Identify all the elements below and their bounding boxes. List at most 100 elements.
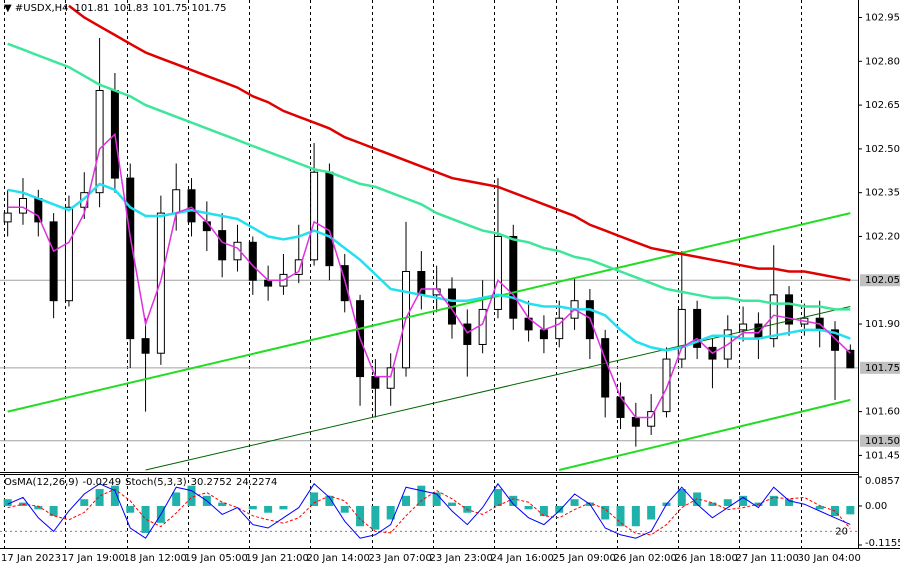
osma-bar [80,499,89,506]
osma-bar [616,505,625,527]
osma-bar [524,505,533,510]
osma-bar [769,495,778,506]
menu-arrow: ▼ [4,3,15,14]
level-box [860,361,900,374]
osma-bar [631,505,640,527]
candle-body [218,230,227,261]
osma-tick-label: 0.0857 [865,476,900,487]
osma-value: -0.0249 [83,477,122,488]
osma-bar [187,485,196,506]
y-tick-label: 102.50 [865,144,900,155]
x-tick-label: 25 Jan 09:00 [553,553,616,564]
candle-body [264,279,273,287]
candle-body [417,270,426,296]
candle-body [34,198,43,223]
last-high: 101.83 [114,3,149,14]
stoch-main [7,482,851,539]
y-tick-label: 102.20 [865,231,900,242]
osma-bar [647,505,656,520]
osma-bar [509,495,518,506]
candle-body [141,338,150,354]
osma-bar [539,505,548,517]
trendline [7,212,851,413]
candle-body [248,241,257,281]
osma-bar [386,505,395,520]
osma-bar [325,495,334,506]
osma-bar [126,505,135,513]
stoch-signal [7,488,851,536]
last-close: 101.75 [192,3,227,14]
candle-body [49,221,58,302]
candle-body [126,177,135,340]
candle-body [478,308,487,345]
candle-body [325,171,334,267]
candle-body [294,259,303,275]
candle-body [662,358,671,413]
osma-bar [677,489,686,506]
osma-bar [172,492,181,506]
level-label: 102.05 [865,275,900,286]
candle-body [18,198,27,214]
candle-body [785,294,794,325]
last-low: 101.75 [153,3,188,14]
candle-body [95,89,104,194]
x-tick-label: 24 Jan 16:00 [491,553,554,564]
candle-body [647,411,656,427]
moving-average [7,132,851,419]
candle-body [539,329,548,340]
osma-bar [110,485,119,506]
level-label: 101.75 [865,363,900,374]
candle-body [509,235,518,319]
candle-body [846,349,855,369]
chart-header: ▼ #USDX,H4 101.81 101.83 101.75 101.75 [4,3,227,14]
osma-bar [356,505,365,527]
candle-body [631,416,640,427]
x-tick-label: 26 Jan 02:00 [614,553,677,564]
candle-body [172,189,181,214]
osma-bar [708,502,717,506]
candle-body [739,323,748,331]
osma-tick-label: 0.00 [865,501,887,512]
osma-bar [846,505,855,515]
osma-bar [218,502,227,506]
osma-bar [417,485,426,506]
osma-bar [570,499,579,506]
osma-bar [3,499,12,506]
candle-body [3,212,12,223]
candle-body [769,294,778,340]
symbol: #USDX,H4 [15,3,69,14]
osma-bar [815,505,824,510]
osma-bar [723,499,732,506]
candle-body [156,212,165,354]
moving-average [7,42,851,311]
y-tick-label: 102.35 [865,188,900,199]
x-tick-label: 26 Jan 18:00 [675,553,738,564]
osma-label: OsMA(12,26,9) [4,477,79,488]
candle-body [601,338,610,398]
osma-bar [739,495,748,506]
y-tick-label: 101.45 [865,450,900,461]
y-tick-label: 102.65 [865,100,900,111]
candle-body [677,308,686,360]
osma-bar [432,492,441,506]
y-tick-label: 102.95 [865,13,900,24]
candle-body [310,171,319,261]
x-tick-label: 19 Jan 21:00 [246,553,309,564]
osma-bar [264,505,273,513]
x-tick-label: 19 Jan 05:00 [185,553,248,564]
osma-bar [95,489,104,506]
stoch-signal-value: 24.2274 [236,477,277,488]
candle-body [493,235,502,310]
level-label: 101.50 [865,436,900,447]
stoch-main-value: 30.2752 [191,477,232,488]
stoch-label: Stoch(5,3,3) [125,477,187,488]
osma-bar [310,492,319,506]
osma-bar [34,505,43,510]
trendline [145,306,851,471]
osma-bar [279,505,288,510]
x-tick-label: 20 Jan 14:00 [307,553,370,564]
x-tick-label: 17 Jan 19:00 [62,553,125,564]
x-tick-label: 27 Jan 11:00 [736,553,799,564]
osma-bar [248,505,257,510]
